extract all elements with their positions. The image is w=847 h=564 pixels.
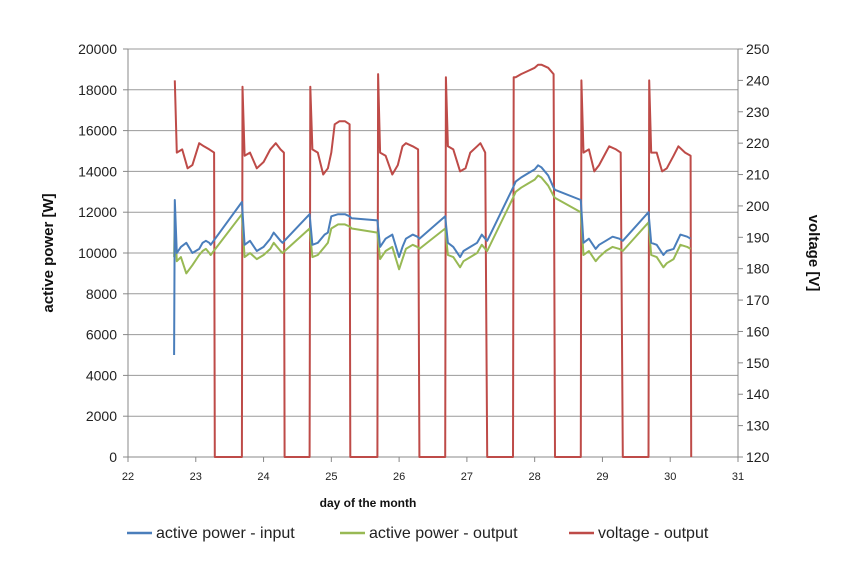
gridlines (128, 48, 738, 417)
legend-item-input: active power - input (127, 525, 295, 542)
legend-label-voltage: voltage - output (598, 525, 709, 542)
right-tick-label: 180 (746, 261, 770, 277)
left-tick-label: 18000 (78, 82, 117, 98)
right-tick-label: 140 (746, 386, 770, 402)
left-tick-label: 4000 (86, 367, 117, 383)
x-tick-label: 26 (393, 471, 405, 483)
right-tick-label: 210 (746, 167, 770, 183)
series-line-active-power-output (173, 174, 692, 275)
left-tick-label: 6000 (86, 327, 117, 343)
right-y-axis-title: voltage [V] (805, 215, 822, 292)
left-tick-label: 14000 (78, 163, 117, 179)
left-tick-label: 10000 (78, 245, 117, 261)
right-tick-label: 200 (746, 198, 770, 214)
left-tick-label: 8000 (86, 286, 117, 302)
series-line-voltage-output (173, 63, 693, 458)
right-tick-label: 250 (746, 41, 770, 57)
right-tick-label: 120 (746, 449, 770, 465)
right-tick-label: 230 (746, 104, 770, 120)
left-tick-label: 20000 (78, 41, 117, 57)
right-tick-label: 130 (746, 418, 770, 434)
x-tick-label: 31 (732, 471, 744, 483)
legend: active power - input active power - outp… (127, 525, 709, 542)
x-tick-label: 23 (190, 471, 202, 483)
x-tick-label: 25 (325, 471, 337, 483)
series-line-active-power-input (173, 164, 692, 356)
right-tick-label: 220 (746, 135, 770, 151)
right-tick-label: 240 (746, 72, 770, 88)
right-tick-label: 190 (746, 229, 770, 245)
x-tick-label: 22 (122, 471, 134, 483)
right-tick-label: 150 (746, 355, 770, 371)
x-axis-title: day of the month (320, 496, 417, 510)
left-y-axis-title: active power [W] (40, 193, 57, 312)
legend-item-voltage: voltage - output (569, 525, 709, 542)
x-tick-label: 27 (461, 471, 473, 483)
left-tick-label: 2000 (86, 408, 117, 424)
series-lines (173, 63, 693, 458)
right-tick-label: 170 (746, 292, 770, 308)
left-tick-label: 12000 (78, 204, 117, 220)
x-tick-label: 28 (529, 471, 541, 483)
legend-label-input: active power - input (156, 525, 295, 542)
x-tick-label: 24 (257, 471, 269, 483)
left-tick-label: 0 (109, 449, 117, 465)
x-tick-label: 29 (596, 471, 608, 483)
x-tick-label: 30 (664, 471, 676, 483)
x-axis-ticks: 22 23 24 25 26 27 28 29 30 31 (122, 457, 744, 483)
right-tick-label: 160 (746, 323, 770, 339)
left-y-axis-ticks: 0 2000 4000 6000 8000 10000 12000 14000 16000 180… (78, 41, 128, 465)
legend-item-output: active power - output (340, 525, 518, 542)
left-tick-label: 16000 (78, 123, 117, 139)
legend-label-output: active power - output (369, 525, 518, 542)
right-y-axis-ticks: 120 130 140 150 160 170 180 190 200 210 220 230 240 2… (738, 41, 770, 465)
